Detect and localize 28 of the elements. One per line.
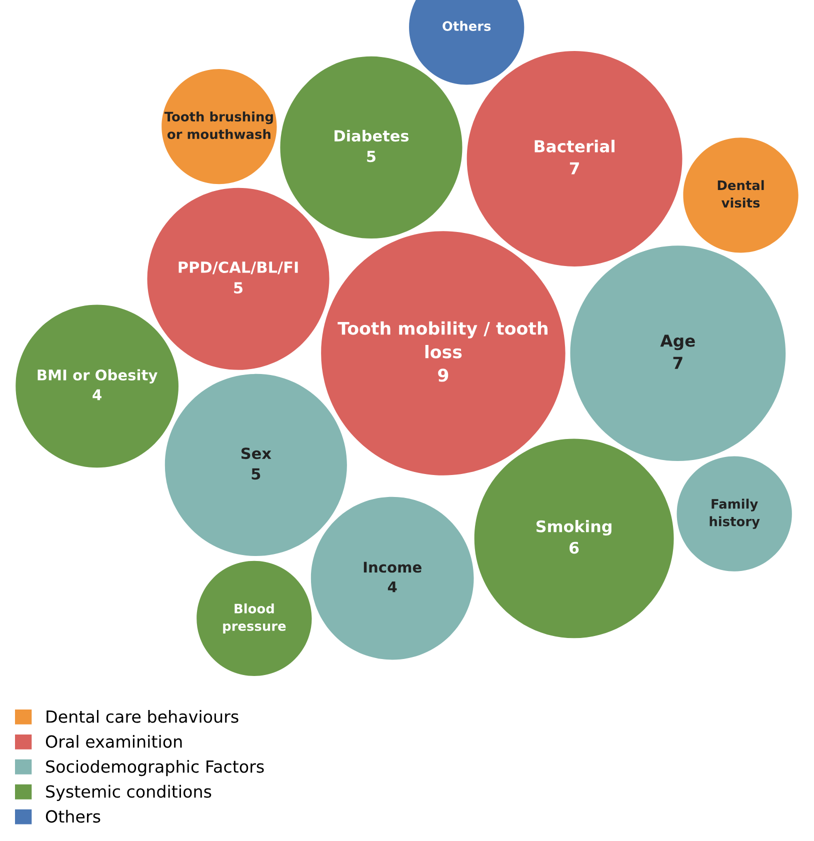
data-label: 6: [570, 542, 579, 554]
data-label: 5: [234, 282, 242, 294]
category-label: Income: [364, 562, 422, 573]
category-label: Bacterial: [534, 140, 614, 152]
data-label: 5: [367, 150, 376, 162]
legend-label: Oral examinition: [46, 734, 182, 748]
category-label: Dental visits: [718, 180, 764, 208]
category-label: Diabetes: [334, 130, 409, 142]
data-label: 7: [570, 162, 579, 174]
data-label: 4: [388, 581, 397, 592]
category-label: BMI or Obesity: [38, 369, 158, 384]
data-label: 5: [252, 468, 260, 480]
category-label: Tooth brushing or mouthwash: [164, 112, 273, 140]
category-label: Age: [660, 334, 695, 350]
category-label: PPD/CAL/BL/FI: [178, 261, 298, 274]
legend-label: Sociodemographic Factors: [46, 760, 264, 776]
category-label: Blood pressure: [223, 603, 286, 634]
data-label: 7: [673, 356, 682, 369]
category-label: Tooth mobility / tooth loss: [338, 321, 548, 358]
category-label: Others: [442, 20, 491, 31]
legend-label: Dental care behaviours: [46, 710, 238, 723]
data-label: 4: [92, 389, 102, 400]
category-label: Sex: [241, 448, 272, 460]
category-label: Smoking: [536, 520, 612, 536]
category-label: Family history: [710, 498, 760, 529]
legend-label: Systemic conditions: [46, 784, 212, 802]
legend-label: Others: [46, 810, 100, 823]
data-label: 9: [438, 368, 448, 382]
